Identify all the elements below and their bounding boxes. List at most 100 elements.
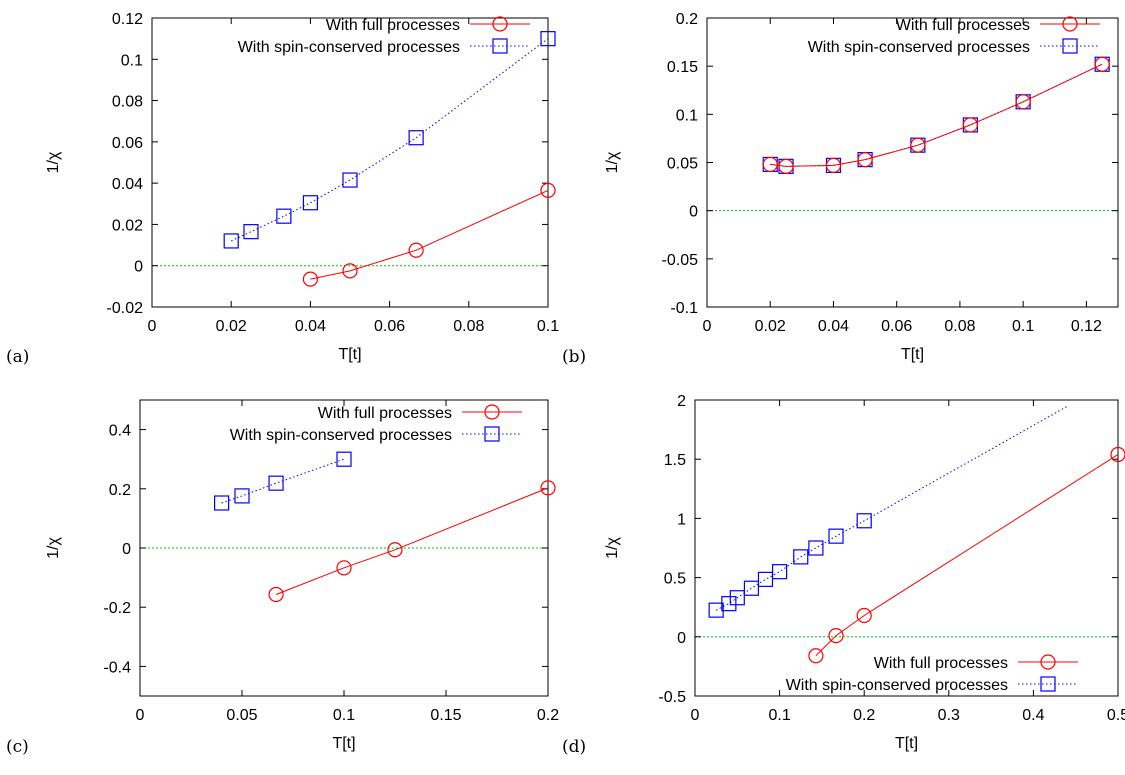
y-tick-label: 0 xyxy=(134,259,143,276)
x-axis-label: T[t] xyxy=(901,346,924,363)
data-point-full xyxy=(540,182,556,198)
data-point-spin xyxy=(729,590,745,606)
x-tick-label: 0.5 xyxy=(1107,707,1125,724)
y-tick-label: 0.4 xyxy=(109,423,131,440)
panel-tag: (a) xyxy=(6,347,29,367)
data-point-spin xyxy=(771,564,788,580)
data-point-full xyxy=(856,607,872,624)
legend-label-spin: With spin-conserved processes xyxy=(808,39,1030,56)
legend-marker-full xyxy=(1040,654,1056,670)
y-tick-label: -0.5 xyxy=(658,689,686,706)
series-line-spin xyxy=(715,405,1068,611)
x-tick-label: 0 xyxy=(703,318,712,335)
y-tick-label: 0.08 xyxy=(112,94,143,111)
panel-tag: (c) xyxy=(6,737,29,757)
legend-label-full: With full processes xyxy=(896,17,1030,34)
y-tick-label: 2 xyxy=(677,393,686,410)
data-point-full xyxy=(302,271,318,287)
series-line-full xyxy=(275,487,548,595)
y-tick-label: 0 xyxy=(122,541,131,558)
x-tick-label: 0.3 xyxy=(938,707,960,724)
data-point-full xyxy=(1094,56,1110,72)
y-tick-label: -0.4 xyxy=(103,659,131,676)
y-axis-label: 1/χ xyxy=(45,151,62,173)
y-tick-label: 0.04 xyxy=(112,176,143,193)
series-line-full xyxy=(815,454,1118,657)
x-tick-label: 0.1 xyxy=(768,707,790,724)
y-tick-label: 0.1 xyxy=(676,107,698,124)
data-point-full xyxy=(342,263,358,279)
legend-label-spin: With spin-conserved processes xyxy=(238,39,460,56)
data-point-spin xyxy=(743,580,760,596)
data-point-spin xyxy=(243,224,259,240)
data-point-full xyxy=(387,542,403,558)
y-tick-label: 1 xyxy=(677,511,686,528)
y-tick-label: -0.02 xyxy=(107,300,144,317)
x-tick-label: 0.04 xyxy=(295,318,326,335)
series-line-spin xyxy=(770,63,1103,167)
legend-label-full: With full processes xyxy=(318,405,452,422)
x-tick-label: 0.15 xyxy=(430,707,461,724)
y-axis-label: 1/χ xyxy=(45,537,62,559)
y-tick-label: 0.2 xyxy=(109,482,131,499)
chart-panel-d: 0 0.1 0.2 0.3 0.4 0.5 -0.5 0 0.5 1 1.5 2 T[t] 1/χ (d) W… xyxy=(562,393,1125,757)
data-point-spin xyxy=(540,31,556,47)
chart-panel-c: 0 0.05 0.1 0.15 0.2 -0.4 -0.2 0 0.2 0.4 T[t] 1/χ (c)… xyxy=(6,399,559,757)
series-full xyxy=(808,446,1125,664)
legend: With full processes With spin-conserved p… xyxy=(808,16,1100,56)
x-tick-label: 0.06 xyxy=(374,318,405,335)
plot-frame xyxy=(694,399,1119,697)
x-tick-label: 0.4 xyxy=(1022,707,1044,724)
y-tick-label: 0.02 xyxy=(112,217,143,234)
x-tick-label: 0.1 xyxy=(537,318,559,335)
y-tick-label: 0 xyxy=(689,204,698,221)
data-point-full xyxy=(910,137,926,153)
data-point-spin xyxy=(721,596,737,612)
x-tick-label: 0.05 xyxy=(226,707,257,724)
data-point-spin xyxy=(757,571,774,587)
data-point-full xyxy=(778,158,794,174)
x-tick-label: 0.1 xyxy=(1012,318,1034,335)
legend-marker-full xyxy=(492,16,508,32)
legend: With full processes With spin-conserved p… xyxy=(238,16,530,56)
series-line-full xyxy=(310,189,548,280)
data-point-full xyxy=(825,157,842,173)
data-point-spin xyxy=(276,208,292,224)
data-point-full xyxy=(336,560,352,576)
data-point-spin xyxy=(856,513,872,529)
x-axis-label: T[t] xyxy=(332,735,355,752)
y-axis-label: 1/χ xyxy=(604,537,621,559)
y-tick-label: -0.2 xyxy=(103,600,131,617)
data-point-spin xyxy=(302,195,318,211)
x-tick-label: 0.2 xyxy=(537,707,559,724)
data-point-full xyxy=(540,480,556,496)
y-tick-label: 0.15 xyxy=(667,59,698,76)
data-point-full xyxy=(808,648,824,664)
y-axis-label: 1/χ xyxy=(604,151,621,173)
x-tick-label: 0.08 xyxy=(453,318,484,335)
legend-marker-spin xyxy=(484,426,500,442)
x-tick-label: 0.06 xyxy=(881,318,912,335)
data-point-full xyxy=(1110,446,1125,463)
data-point-full xyxy=(268,586,284,603)
data-point-spin xyxy=(342,172,358,188)
y-tick-label: 0.05 xyxy=(667,156,698,173)
legend-label-full: With full processes xyxy=(874,655,1008,672)
data-point-spin xyxy=(793,549,809,565)
y-tick-label: 0.5 xyxy=(664,571,686,588)
y-tick-label: 0.1 xyxy=(121,52,143,69)
y-tick-label: 0.2 xyxy=(676,11,698,28)
legend-label-spin: With spin-conserved processes xyxy=(786,677,1008,694)
data-point-spin xyxy=(214,495,230,511)
data-point-spin xyxy=(234,488,250,504)
plot-frame xyxy=(706,17,1119,308)
x-tick-label: 0 xyxy=(148,318,157,335)
y-tick-label: 1.5 xyxy=(664,452,686,469)
data-point-full xyxy=(408,242,424,258)
series-line-full xyxy=(770,63,1103,167)
series-full xyxy=(762,56,1110,174)
x-tick-label: 0 xyxy=(691,707,700,724)
x-tick-label: 0.1 xyxy=(333,707,355,724)
